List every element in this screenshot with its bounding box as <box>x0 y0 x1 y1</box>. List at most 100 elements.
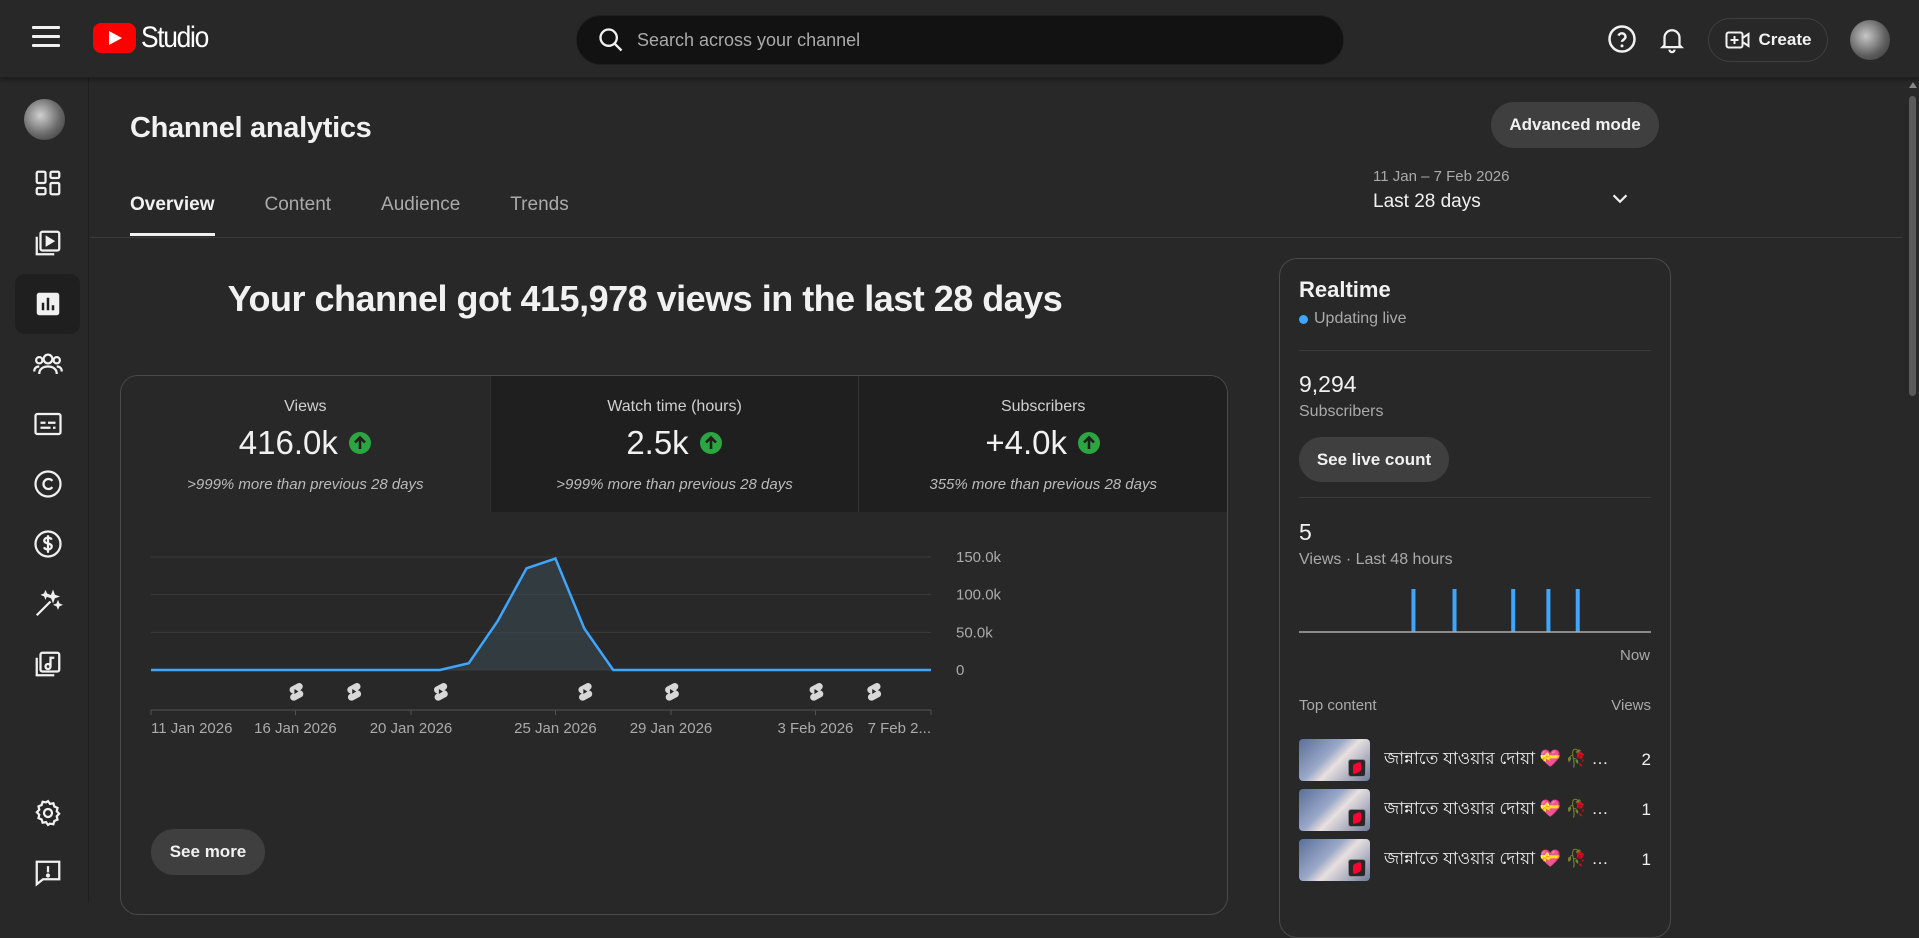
page-scrollbar[interactable] <box>1906 78 1919 903</box>
divider <box>1299 350 1651 351</box>
top-content-row[interactable]: জান্নাতে যাওয়ার দোয়া 💝 🥀 #shorts 1 <box>1299 839 1651 881</box>
x-tick-label: 11 Jan 2026 <box>151 720 232 737</box>
video-views: 2 <box>1641 750 1651 769</box>
content-icon <box>35 230 60 256</box>
metric-label: Subscribers <box>1000 398 1086 415</box>
metric-subscribers[interactable]: Subscribers +4.0k 355% more than previou… <box>858 376 1227 512</box>
scroll-thumb[interactable] <box>1909 96 1916 396</box>
realtime-views-value: 5 <box>1299 519 1312 545</box>
nav-customization[interactable] <box>15 574 80 634</box>
nav-dashboard[interactable] <box>15 153 80 213</box>
nav-earn[interactable] <box>15 514 80 574</box>
arrow-up-icon <box>699 432 722 454</box>
see-more-button[interactable]: See more <box>151 829 265 875</box>
x-tick-label: 25 Jan 2026 <box>514 720 597 737</box>
channel-avatar[interactable] <box>24 99 65 140</box>
copyright-icon <box>33 470 62 498</box>
x-tick-label: 3 Feb 2026 <box>777 720 853 737</box>
top-content-row[interactable]: জান্নাতে যাওয়ার দোয়া 💝 🥀 #shorts 1 <box>1299 789 1651 831</box>
shorts-icon <box>1348 759 1366 777</box>
tab-trends[interactable]: Trends <box>510 194 569 215</box>
video-thumbnail <box>1299 789 1370 831</box>
see-live-count-button[interactable]: See live count <box>1299 437 1449 482</box>
search-bar[interactable] <box>576 15 1344 65</box>
metric-views[interactable]: Views 416.0k >999% more than previous 28… <box>121 376 490 512</box>
shorts-upload-icon[interactable] <box>867 683 882 701</box>
x-tick-label: 20 Jan 2026 <box>370 720 453 737</box>
nav-audio-library[interactable] <box>15 634 80 694</box>
menu-icon[interactable] <box>32 26 60 52</box>
shorts-upload-icon[interactable] <box>434 683 448 701</box>
video-thumbnail <box>1299 839 1370 881</box>
views-area <box>151 558 931 670</box>
metric-note: >999% more than previous 28 days <box>187 476 424 493</box>
metric-watch-time[interactable]: Watch time (hours) 2.5k >999% more than … <box>489 376 859 512</box>
scroll-up-arrow-icon[interactable] <box>1909 82 1917 88</box>
notifications-bell-icon[interactable] <box>1657 24 1687 54</box>
metric-tabs: Views 416.0k >999% more than previous 28… <box>121 376 1227 512</box>
realtime-status-text: Updating live <box>1314 310 1407 327</box>
views-headline: Your channel got 415,978 views in the la… <box>227 278 1063 319</box>
realtime-bar <box>1546 589 1551 632</box>
shorts-upload-icon[interactable] <box>665 683 679 701</box>
page-title: Channel analytics <box>130 112 372 144</box>
date-range-picker[interactable]: 11 Jan – 7 Feb 2026 Last 28 days <box>1373 168 1643 224</box>
community-icon <box>32 353 63 375</box>
left-nav <box>0 78 89 903</box>
y-tick-label: 100.0k <box>956 587 1002 604</box>
search-input[interactable] <box>637 29 1237 51</box>
shorts-upload-icon[interactable] <box>347 683 362 701</box>
top-content-label: Top content <box>1299 697 1377 714</box>
nav-content[interactable] <box>15 213 80 273</box>
y-tick-label: 0 <box>956 662 964 679</box>
nav-community[interactable] <box>15 334 80 394</box>
metric-value: 416.0k <box>238 424 338 461</box>
views-line <box>151 556 931 672</box>
nav-settings[interactable] <box>15 783 80 843</box>
shorts-icon <box>1348 859 1366 877</box>
logo-text: Studio <box>141 21 209 54</box>
youtube-logo-icon <box>93 23 136 53</box>
tab-content[interactable]: Content <box>264 194 332 215</box>
shorts-upload-icon[interactable] <box>289 683 304 701</box>
realtime-subscribers-label: Subscribers <box>1299 403 1384 420</box>
y-tick-label: 50.0k <box>956 624 993 641</box>
help-icon[interactable] <box>1607 24 1637 54</box>
nav-analytics[interactable] <box>15 274 80 334</box>
metric-note: >999% more than previous 28 days <box>556 476 793 493</box>
nav-subtitles[interactable] <box>15 394 80 454</box>
settings-gear-icon <box>34 799 61 827</box>
top-content-row[interactable]: জান্নাতে যাওয়ার দোয়া 💝 🥀 #shorts 2 <box>1299 739 1651 781</box>
advanced-mode-button[interactable]: Advanced mode <box>1491 102 1659 148</box>
analytics-tabs: Overview Content Audience Trends <box>130 194 619 238</box>
tab-overview[interactable]: Overview <box>130 194 215 238</box>
subtitles-icon <box>33 412 62 436</box>
views-chart[interactable]: 0 50.0k 100.0k 150.0k 11 Jan 2026 16 Jan 2026… <box>121 512 1228 842</box>
live-dot-icon <box>1299 314 1308 324</box>
y-tick-label: 150.0k <box>956 549 1002 566</box>
tab-audience[interactable]: Audience <box>381 194 461 215</box>
analytics-icon <box>36 292 59 316</box>
nav-feedback[interactable] <box>15 843 80 903</box>
create-video-icon <box>1725 31 1750 49</box>
date-range-label: Last 28 days <box>1373 191 1481 212</box>
create-button[interactable]: Create <box>1708 18 1828 62</box>
top-bar: Studio Create <box>0 0 1919 78</box>
video-title: জান্নাতে যাওয়ার দোয়া 💝 🥀 #shorts <box>1384 799 1614 818</box>
now-label: Now <box>1619 647 1650 664</box>
divider <box>1299 497 1651 498</box>
shorts-upload-icon[interactable] <box>809 683 824 701</box>
shorts-upload-icon[interactable] <box>578 683 593 701</box>
account-avatar[interactable] <box>1850 20 1890 60</box>
video-views: 1 <box>1641 800 1651 819</box>
realtime-views-chart[interactable] <box>1299 584 1651 634</box>
nav-copyright[interactable] <box>15 454 80 514</box>
monetization-dollar-icon <box>33 530 62 558</box>
chevron-down-icon <box>1612 194 1628 204</box>
realtime-card: Realtime Updating live 9,294 Subscribers… <box>1279 258 1671 938</box>
arrow-up-icon <box>348 432 371 454</box>
realtime-bar <box>1452 589 1457 632</box>
realtime-bar <box>1511 589 1516 632</box>
x-tick-label: 16 Jan 2026 <box>254 720 337 737</box>
studio-logo[interactable]: Studio <box>93 21 217 55</box>
